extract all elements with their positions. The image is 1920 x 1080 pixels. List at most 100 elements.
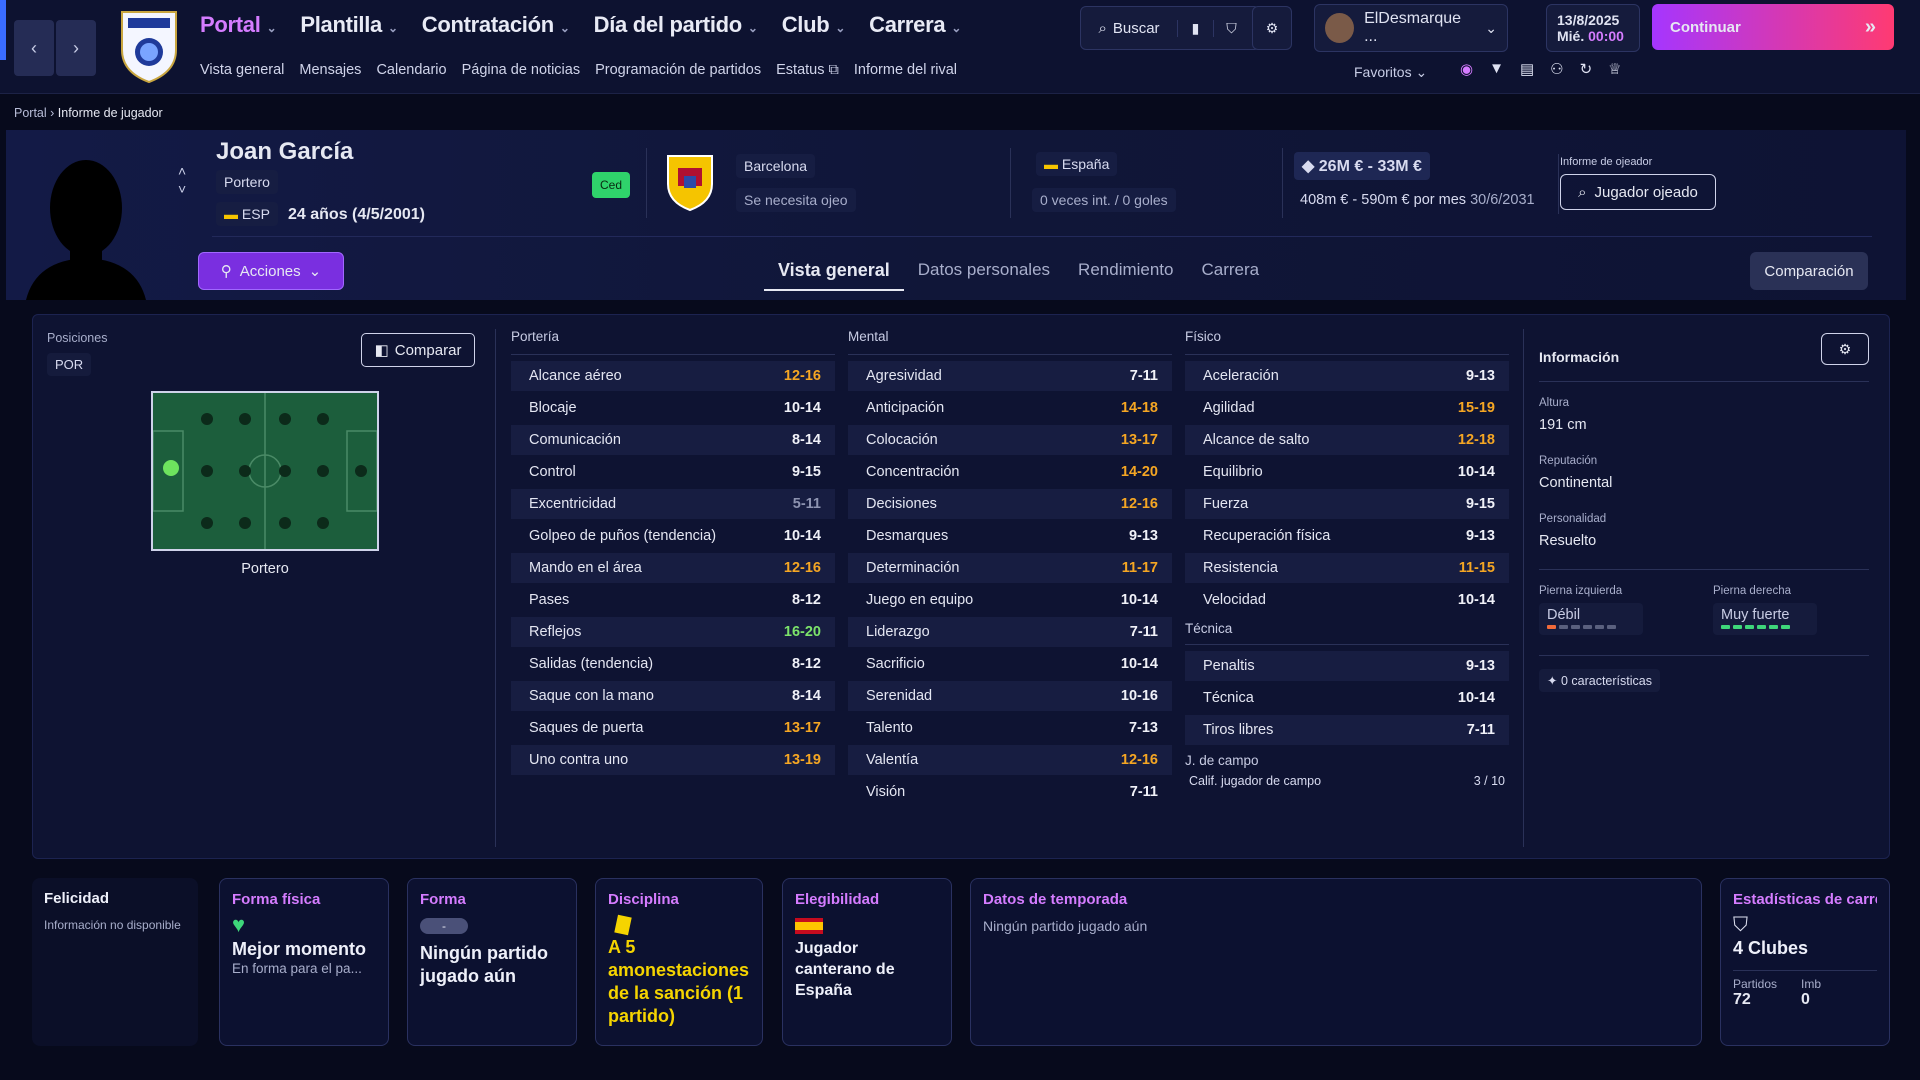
forward-button[interactable]: › <box>56 20 96 76</box>
menu-portal[interactable]: Portal ⌄ <box>200 12 277 37</box>
scouted-player-button[interactable]: ⌕ Jugador ojeado <box>1560 174 1716 210</box>
attr-row[interactable]: Alcance de salto 12-18 <box>1185 425 1509 455</box>
attr-name: Aceleración <box>1203 368 1279 384</box>
attr-row[interactable]: Liderazgo 7-11 <box>848 617 1172 647</box>
search-button[interactable]: ⌕ Buscar <box>1081 20 1177 37</box>
submenu-calendario[interactable]: Calendario <box>376 62 447 78</box>
happiness-card[interactable]: Felicidad Información no disponible <box>32 878 198 1046</box>
player-country[interactable]: ▬ España <box>1036 152 1118 176</box>
favorites-dropdown[interactable]: Favoritos ⌄ <box>1354 64 1428 80</box>
attr-row[interactable]: Resistencia 11-15 <box>1185 553 1509 583</box>
attr-row[interactable]: Velocidad 10-14 <box>1185 585 1509 615</box>
form-card[interactable]: Forma - Ningún partido jugado aún <box>407 878 577 1046</box>
back-button[interactable]: ‹ <box>14 20 54 76</box>
person-settings-icon[interactable]: ⚙ <box>1821 333 1869 365</box>
chat-icon[interactable]: ◉ <box>1460 61 1474 78</box>
career-stats-card[interactable]: Estadísticas de carrer ⛉ 4 Clubes Partid… <box>1720 878 1890 1046</box>
attr-row[interactable]: Talento 7-13 <box>848 713 1172 743</box>
submenu-programacion[interactable]: Programación de partidos <box>595 62 762 78</box>
attr-row[interactable]: Pases 8-12 <box>511 585 835 615</box>
tab-rendimiento[interactable]: Rendimiento <box>1078 260 1174 279</box>
attr-row[interactable]: Juego en equipo 10-14 <box>848 585 1172 615</box>
club-crest-icon[interactable] <box>118 6 180 84</box>
attr-row[interactable]: Visión 7-11 <box>848 777 1172 807</box>
menu-club[interactable]: Club ⌄ <box>781 12 846 37</box>
attr-row[interactable]: Saques de puerta 13-17 <box>511 713 835 743</box>
shirt-icon[interactable]: ▼ <box>1489 60 1504 77</box>
eligibility-card[interactable]: Elegibilidad Jugador canterano de España <box>782 878 952 1046</box>
submenu-vista-general[interactable]: Vista general <box>200 62 285 78</box>
attr-row[interactable]: Aceleración 9-13 <box>1185 361 1509 391</box>
submenu-informe-rival[interactable]: Informe del rival <box>853 62 958 78</box>
attr-row[interactable]: Agresividad 7-11 <box>848 361 1172 391</box>
attr-row[interactable]: Decisiones 12-16 <box>848 489 1172 519</box>
attr-row[interactable]: Fuerza 9-15 <box>1185 489 1509 519</box>
menu-dia-partido[interactable]: Día del partido ⌄ <box>593 12 758 37</box>
shield-icon[interactable]: ⛉ <box>1213 19 1249 37</box>
nation-code: ESP <box>241 206 270 222</box>
attr-row[interactable]: Sacrificio 10-14 <box>848 649 1172 679</box>
season-data-card[interactable]: Datos de temporada Ningún partido jugado… <box>970 878 1702 1046</box>
attr-row[interactable]: Colocación 13-17 <box>848 425 1172 455</box>
attr-row[interactable]: Control 9-15 <box>511 457 835 487</box>
staff-icon[interactable]: ⚇ <box>1550 61 1564 78</box>
attr-row[interactable]: Valentía 12-16 <box>848 745 1172 775</box>
traits-badge[interactable]: ✦ 0 características <box>1539 669 1660 692</box>
attr-row[interactable]: Penaltis 9-13 <box>1185 651 1509 681</box>
attr-row[interactable]: Saque con la mano 8-14 <box>511 681 835 711</box>
attr-row[interactable]: Salidas (tendencia) 8-12 <box>511 649 835 679</box>
breadcrumb-root[interactable]: Portal <box>14 106 47 120</box>
trophy-icon[interactable]: ♕ <box>1608 61 1622 78</box>
submenu-noticias[interactable]: Página de noticias <box>461 62 581 78</box>
discipline-card[interactable]: Disciplina A 5 amonestaciones de la sanc… <box>595 878 763 1046</box>
attr-row[interactable]: Agilidad 15-19 <box>1185 393 1509 423</box>
club-shield-icon[interactable] <box>666 154 714 212</box>
gear-icon[interactable]: ⚙ <box>1252 6 1292 50</box>
submenu-estatus[interactable]: Estatus ⧉ <box>776 62 839 78</box>
attr-row[interactable]: Reflejos 16-20 <box>511 617 835 647</box>
bookmark-icon[interactable]: ▮ <box>1177 19 1213 37</box>
attr-row[interactable]: Excentricidad 5-11 <box>511 489 835 519</box>
menu-contratacion[interactable]: Contratación ⌄ <box>421 12 570 37</box>
tab-datos-personales[interactable]: Datos personales <box>917 260 1051 279</box>
comparison-button[interactable]: Comparación <box>1750 252 1868 290</box>
fitness-card[interactable]: Forma física ♥ Mejor momento En forma pa… <box>219 878 389 1046</box>
attr-row[interactable]: Equilibrio 10-14 <box>1185 457 1509 487</box>
divider <box>495 329 496 847</box>
clipboard-icon[interactable]: ▤ <box>1519 61 1535 78</box>
attr-row[interactable]: Golpeo de puños (tendencia) 10-14 <box>511 521 835 551</box>
attr-row[interactable]: Blocaje 10-14 <box>511 393 835 423</box>
attr-row[interactable]: Técnica 10-14 <box>1185 683 1509 713</box>
refresh-icon[interactable]: ↻ <box>1579 61 1593 78</box>
player-nav-arrows[interactable]: ˄ ˅ <box>178 163 187 197</box>
spain-flag-icon: ▬ <box>224 206 238 222</box>
attr-row[interactable]: Uno contra uno 13-19 <box>511 745 835 775</box>
user-menu[interactable]: ElDesmarque ... ⌄ <box>1314 4 1508 52</box>
actions-button[interactable]: ⚲ Acciones ⌄ <box>198 252 344 290</box>
attr-row[interactable]: Concentración 14-20 <box>848 457 1172 487</box>
submenu-mensajes[interactable]: Mensajes <box>299 62 362 78</box>
attr-row[interactable]: Mando en el área 12-16 <box>511 553 835 583</box>
info-title: Información <box>1539 349 1620 365</box>
tab-carrera[interactable]: Carrera <box>1201 260 1260 279</box>
attr-row[interactable]: Tiros libres 7-11 <box>1185 715 1509 745</box>
attr-row[interactable]: Recuperación física 9-13 <box>1185 521 1509 551</box>
attr-row[interactable]: Determinación 11-17 <box>848 553 1172 583</box>
height-value: 191 cm <box>1539 417 1587 433</box>
divider <box>1539 381 1869 382</box>
attr-value: 9-15 <box>791 464 821 480</box>
date-display[interactable]: 13/8/2025 Mié. 00:00 <box>1546 4 1640 52</box>
attr-name: Mando en el área <box>529 560 642 576</box>
tab-vista-general[interactable]: Vista general <box>764 252 904 291</box>
continue-button[interactable]: Continuar » <box>1652 4 1894 50</box>
attr-row[interactable]: Anticipación 14-18 <box>848 393 1172 423</box>
attr-row[interactable]: Comunicación 8-14 <box>511 425 835 455</box>
attr-row[interactable]: Alcance aéreo 12-16 <box>511 361 835 391</box>
attr-name: Blocaje <box>529 400 577 416</box>
compare-button[interactable]: ◧ Comparar <box>361 333 475 367</box>
attr-row[interactable]: Serenidad 10-16 <box>848 681 1172 711</box>
menu-carrera[interactable]: Carrera ⌄ <box>869 12 962 37</box>
menu-plantilla[interactable]: Plantilla ⌄ <box>300 12 398 37</box>
player-club[interactable]: Barcelona <box>736 154 816 178</box>
attr-row[interactable]: Desmarques 9-13 <box>848 521 1172 551</box>
